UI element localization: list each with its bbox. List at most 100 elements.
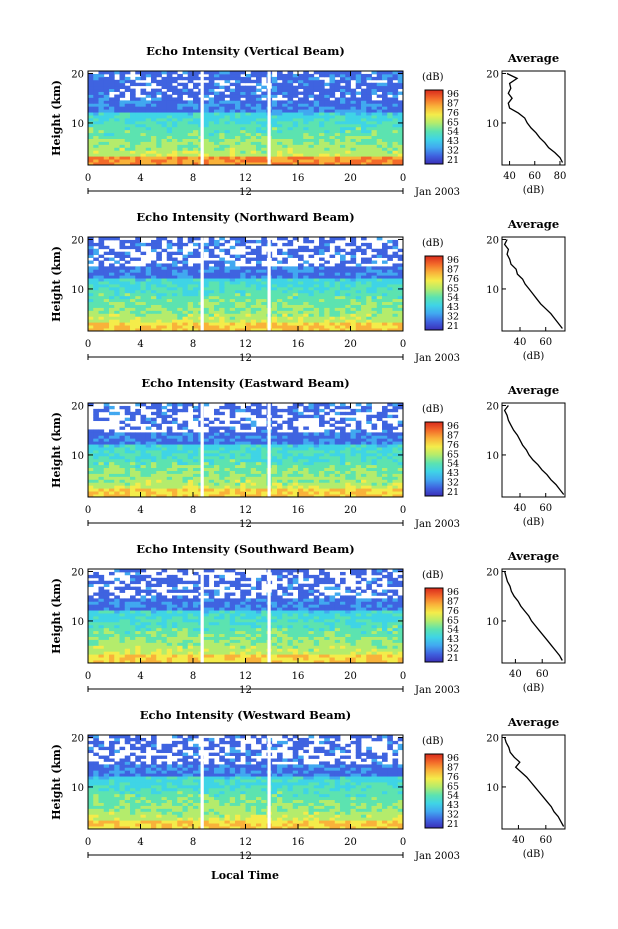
heatmap-cell xyxy=(387,301,393,305)
heatmap-cell xyxy=(271,275,278,279)
heatmap-cell xyxy=(114,266,120,270)
heatmap-cell xyxy=(208,444,215,448)
heatmap-cell xyxy=(98,120,105,125)
heatmap-cell xyxy=(229,447,236,451)
heatmap-cell xyxy=(208,275,215,279)
heatmap-cell xyxy=(256,159,262,163)
heatmap-cell xyxy=(397,82,404,87)
heatmap-cell xyxy=(114,126,120,131)
heatmap-cell xyxy=(240,266,246,270)
colorbar xyxy=(424,89,444,165)
heatmap-cell xyxy=(303,476,309,480)
heatmap-cell xyxy=(151,461,157,466)
heatmap-cell xyxy=(282,100,288,104)
heatmap-cell xyxy=(208,435,215,439)
heatmap-cell xyxy=(161,313,168,317)
heatmap-cell xyxy=(145,432,152,436)
heatmap-cell xyxy=(172,438,178,442)
heatmap-cell xyxy=(182,82,189,87)
heatmap-cell xyxy=(98,144,105,148)
heatmap-cell xyxy=(392,239,399,244)
y-axis-label: Height (km) xyxy=(50,246,63,322)
heatmap-cell xyxy=(334,88,341,92)
heatmap-cell xyxy=(334,441,341,445)
heatmap-cell xyxy=(292,132,299,137)
heatmap-cell xyxy=(271,115,278,119)
heatmap-cell xyxy=(114,292,120,297)
heatmap-cell xyxy=(224,301,231,305)
heatmap-cell xyxy=(109,115,115,119)
heatmap-cell xyxy=(261,470,267,474)
heatmap-cell xyxy=(303,109,309,113)
heatmap-cell xyxy=(371,491,378,495)
heatmap-cell xyxy=(161,450,168,454)
heatmap-cell xyxy=(366,325,372,329)
heatmap-cell xyxy=(250,281,257,285)
heatmap-cell xyxy=(250,432,257,436)
heatmap-cell xyxy=(371,129,378,134)
heatmap-cell xyxy=(145,263,152,267)
heatmap-cell xyxy=(250,328,257,332)
heatmap-cell xyxy=(350,126,357,131)
heatmap-cell xyxy=(130,147,136,151)
heatmap-cell xyxy=(366,476,372,480)
heatmap-cell xyxy=(88,441,94,445)
heatmap-cell xyxy=(130,301,136,305)
heatmap-cell xyxy=(371,479,378,483)
heatmap-cell xyxy=(235,76,241,81)
heatmap-cell xyxy=(98,100,105,104)
heatmap-cell xyxy=(114,153,120,157)
heatmap-cell xyxy=(203,470,210,474)
heatmap-cell xyxy=(334,156,341,160)
heatmap-cell xyxy=(119,281,126,285)
heatmap-cell xyxy=(303,479,309,483)
heatmap-cell xyxy=(166,450,173,454)
heatmap-cell xyxy=(303,278,309,282)
heatmap-cell xyxy=(114,295,120,300)
heatmap-cell xyxy=(109,88,115,92)
heatmap-cell xyxy=(298,257,304,261)
heatmap-cell xyxy=(277,88,283,92)
heatmap-cell xyxy=(355,289,362,294)
heatmap-cell xyxy=(182,455,189,460)
heatmap-cell xyxy=(177,444,183,448)
heatmap-cell xyxy=(140,123,147,128)
heatmap-cell xyxy=(214,245,220,250)
heatmap-cell xyxy=(135,307,141,311)
heatmap-cell xyxy=(114,237,120,241)
heatmap-cell xyxy=(287,438,294,442)
heatmap-cell xyxy=(208,79,215,84)
heatmap-cell xyxy=(282,76,288,81)
heatmap-cell xyxy=(235,153,241,157)
heatmap-cell xyxy=(219,494,225,498)
heatmap-cell xyxy=(303,132,309,137)
heatmap-cell xyxy=(376,432,383,436)
heatmap-cell xyxy=(245,118,252,122)
heatmap-cell xyxy=(366,278,372,282)
heatmap-cell xyxy=(135,257,141,261)
heatmap-cell xyxy=(240,103,246,107)
heatmap-cell xyxy=(345,313,351,317)
heatmap-cell xyxy=(93,248,99,253)
heatmap-cell xyxy=(340,100,346,104)
heatmap-cell xyxy=(187,135,194,139)
heatmap-cell xyxy=(319,118,325,122)
heatmap-cell xyxy=(177,245,183,250)
heatmap-cell xyxy=(308,455,315,460)
heatmap-cell xyxy=(292,237,299,241)
heatmap-cell xyxy=(366,301,372,305)
heatmap-cell xyxy=(282,135,288,139)
heatmap-cell xyxy=(119,138,126,142)
avg-x-tick-label: 60 xyxy=(539,337,552,348)
heatmap-cell xyxy=(151,162,157,166)
heatmap-cell xyxy=(287,470,294,474)
heatmap-cell xyxy=(361,79,367,84)
heatmap-cell xyxy=(366,129,372,134)
heatmap-cell xyxy=(245,144,252,148)
heatmap-cell xyxy=(130,115,136,119)
heatmap-cell xyxy=(256,452,262,457)
heatmap-cell xyxy=(114,411,120,416)
heatmap-cell xyxy=(119,447,126,451)
heatmap-cell xyxy=(208,473,215,477)
heatmap-cell xyxy=(93,162,99,166)
